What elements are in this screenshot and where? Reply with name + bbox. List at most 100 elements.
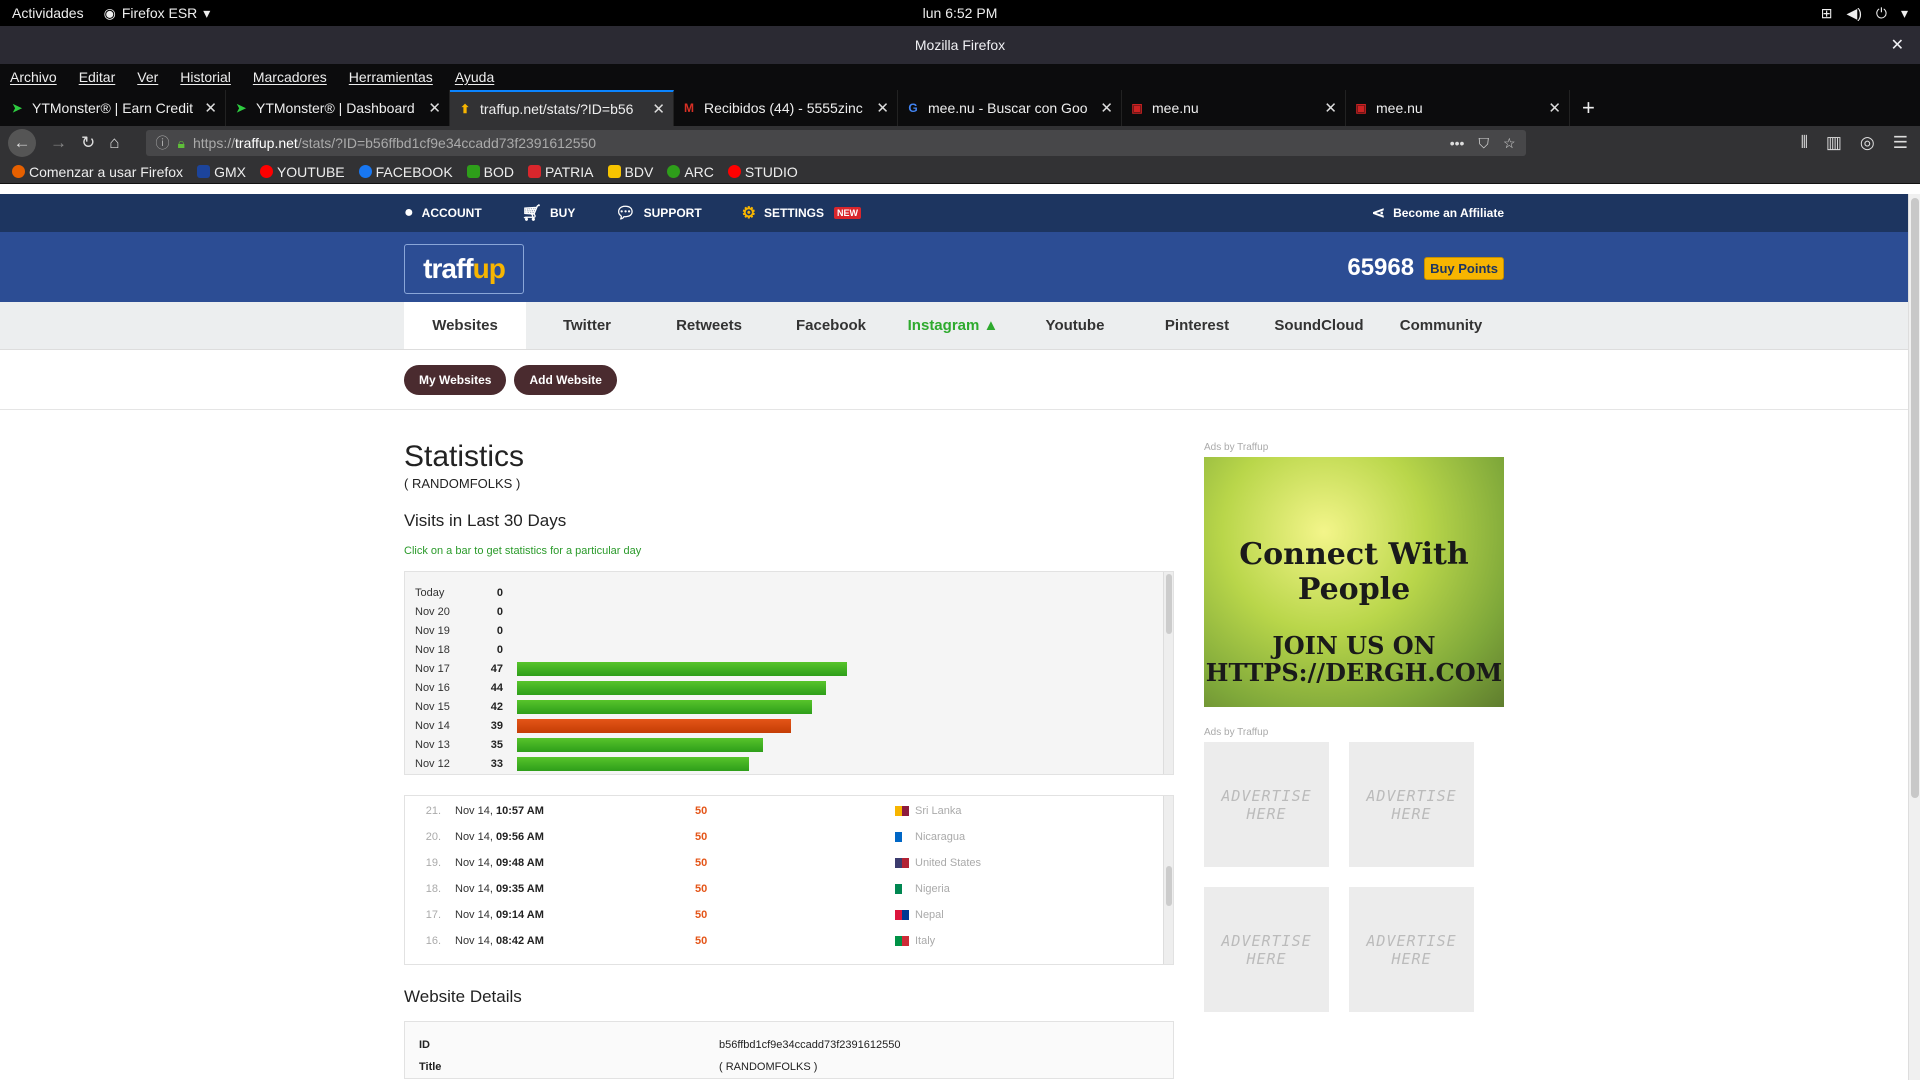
lock-icon[interactable]: 🔒︎ <box>177 134 185 151</box>
chart-row[interactable]: Nov 12 33 <box>415 755 749 772</box>
close-tab-icon[interactable]: ✕ <box>1324 100 1337 117</box>
close-window-icon[interactable]: ✕ <box>1890 37 1904 54</box>
chart-bar[interactable] <box>517 661 847 676</box>
close-tab-icon[interactable]: ✕ <box>428 100 441 117</box>
chart-bar[interactable] <box>517 737 763 752</box>
sidebar-icon[interactable]: ▥ <box>1825 133 1842 152</box>
url-bar[interactable]: ⓘ 🔒︎ https://traffup.net/stats/?ID=b56ff… <box>145 130 1526 156</box>
close-tab-icon[interactable]: ✕ <box>1100 100 1113 117</box>
back-icon[interactable]: ← <box>8 129 36 157</box>
nav-support[interactable]: 💬︎ SUPPORT <box>615 203 701 223</box>
ad-banner[interactable]: Connect With People JOIN US ON HTTPS://D… <box>1204 457 1504 707</box>
ads-sidebar: Ads by Traffup Connect With People JOIN … <box>1204 442 1504 1012</box>
pocket-icon[interactable]: ⛉ <box>1478 134 1489 151</box>
tab-ytmonster-dashboard[interactable]: ➤ YTMonster® | Dashboard ✕ <box>226 90 450 126</box>
new-tab-button[interactable]: + <box>1570 90 1607 126</box>
traffup-logo[interactable]: traff up <box>404 244 524 294</box>
nav-settings[interactable]: ⚙ SETTINGS NEW <box>742 203 862 223</box>
chart-bar[interactable] <box>517 718 791 733</box>
chart-row[interactable]: Nov 13 35 <box>415 736 763 753</box>
chart-bar[interactable] <box>517 699 812 714</box>
visit-time: 09:56 AM <box>495 831 544 843</box>
chart-category-label: Nov 16 <box>415 681 450 694</box>
tab-ytmonster-earn[interactable]: ➤ YTMonster® | Earn Credit ✕ <box>2 90 226 126</box>
google-icon: G <box>908 101 918 115</box>
close-tab-icon[interactable]: ✕ <box>204 100 217 117</box>
tab-retweets[interactable]: Retweets <box>676 317 742 334</box>
bookmark-gmx[interactable]: GMX <box>197 164 246 180</box>
chart-row[interactable]: Today 0 <box>415 584 503 601</box>
menu-marcadores[interactable]: Marcadores <box>252 69 327 85</box>
reload-icon[interactable]: ↻ <box>81 133 96 152</box>
tab-youtube[interactable]: Youtube <box>1045 317 1105 334</box>
chart-bar[interactable] <box>517 680 826 695</box>
my-websites-button[interactable]: My Websites <box>404 364 507 395</box>
tab-traffup-stats[interactable]: ⬆ traffup.net/stats/?ID=b56 ✕ <box>450 90 674 126</box>
system-clock[interactable]: lun 6:52 PM <box>922 5 998 21</box>
bookmark-comenzar[interactable]: Comenzar a usar Firefox <box>12 164 183 180</box>
account-icon[interactable]: ◎ <box>1859 133 1875 152</box>
menu-historial[interactable]: Historial <box>180 69 231 85</box>
bookmark-bdv[interactable]: BDV <box>607 164 653 180</box>
menu-archivo[interactable]: Archivo <box>10 69 57 85</box>
become-affiliate-link[interactable]: ⋖ Become an Affiliate <box>1372 203 1504 223</box>
chart-row[interactable]: Nov 14 39 <box>415 717 791 734</box>
menu-ayuda[interactable]: Ayuda <box>454 69 495 85</box>
nav-buy[interactable]: 🛒︎ BUY <box>522 203 576 223</box>
tab-community[interactable]: Community <box>1399 317 1483 334</box>
bookmark-patria[interactable]: PATRIA <box>528 164 594 180</box>
chart-row[interactable]: Nov 16 44 <box>415 679 826 696</box>
tab-soundcloud[interactable]: SoundCloud <box>1274 317 1364 334</box>
page-scrollbar[interactable] <box>1908 194 1920 1080</box>
page-actions-icon[interactable]: ••• <box>1449 134 1465 151</box>
bookmark-studio[interactable]: STUDIO <box>727 164 798 180</box>
chart-bar[interactable] <box>517 756 749 771</box>
system-tray[interactable]: ⊞ ◀) ⏻ ▾ <box>1821 5 1908 22</box>
forward-icon[interactable]: → <box>50 133 67 152</box>
bookmark-star-icon[interactable]: ☆ <box>1502 134 1516 151</box>
close-tab-icon[interactable]: ✕ <box>876 100 889 117</box>
visits-scrollbar[interactable] <box>1163 796 1173 964</box>
tab-instagram[interactable]: Instagram ▲ <box>907 317 999 334</box>
buy-points-button[interactable]: Buy Points <box>1424 256 1504 280</box>
bookmark-arc[interactable]: ARC <box>667 164 714 180</box>
tab-meenu-1[interactable]: ▣ mee.nu ✕ <box>1122 90 1346 126</box>
menu-editar[interactable]: Editar <box>78 69 116 85</box>
bookmark-youtube[interactable]: YOUTUBE <box>259 164 345 180</box>
app-menu[interactable]: ◉ Firefox ESR ▾ <box>104 5 211 22</box>
chart-scrollbar[interactable] <box>1163 572 1173 774</box>
close-tab-icon[interactable]: ✕ <box>652 101 665 118</box>
tab-gmail[interactable]: M Recibidos (44) - 5555zinc ✕ <box>674 90 898 126</box>
hamburger-menu-icon[interactable]: ☰ <box>1892 133 1908 152</box>
advertise-here-slot[interactable]: ADVERTISE HERE <box>1204 742 1329 867</box>
tab-websites[interactable]: Websites <box>404 302 526 349</box>
library-icon[interactable]: ⫴ <box>1800 133 1808 152</box>
close-tab-icon[interactable]: ✕ <box>1548 100 1561 117</box>
menu-ver[interactable]: Ver <box>137 69 159 85</box>
bookmark-facebook[interactable]: FACEBOOK <box>358 164 453 180</box>
nav-account[interactable]: ● ACCOUNT <box>404 204 482 222</box>
url-text[interactable]: https://traffup.net/stats/?ID=b56ffbd1cf… <box>193 135 596 151</box>
visit-time: 08:42 AM <box>495 935 544 947</box>
tab-meenu-2[interactable]: ▣ mee.nu ✕ <box>1346 90 1570 126</box>
advertise-here-slot[interactable]: ADVERTISE HERE <box>1349 742 1474 867</box>
info-icon[interactable]: ⓘ <box>155 135 170 151</box>
tab-google-search[interactable]: G mee.nu - Buscar con Goo ✕ <box>898 90 1122 126</box>
chart-row[interactable]: Nov 17 47 <box>415 660 847 677</box>
chart-row[interactable]: Nov 18 0 <box>415 641 503 658</box>
tab-pinterest[interactable]: Pinterest <box>1164 317 1230 334</box>
advertise-here-slot[interactable]: ADVERTISE HERE <box>1349 887 1474 1012</box>
ad-slots: ADVERTISE HERE ADVERTISE HERE ADVERTISE … <box>1204 742 1504 1012</box>
activities-button[interactable]: Actividades <box>12 5 84 21</box>
bookmark-bod[interactable]: BOD <box>466 163 515 180</box>
home-icon[interactable]: ⌂ <box>109 133 120 152</box>
advertise-here-slot[interactable]: ADVERTISE HERE <box>1204 887 1329 1012</box>
add-website-button[interactable]: Add Website <box>514 364 617 395</box>
tab-twitter[interactable]: Twitter <box>562 317 612 334</box>
menu-herramientas[interactable]: Herramientas <box>348 69 433 85</box>
bookmark-label: BOD <box>483 163 515 180</box>
tab-facebook[interactable]: Facebook <box>795 317 867 334</box>
chart-row[interactable]: Nov 20 0 <box>415 603 503 620</box>
chart-row[interactable]: Nov 15 42 <box>415 698 812 715</box>
chart-row[interactable]: Nov 19 0 <box>415 622 503 639</box>
